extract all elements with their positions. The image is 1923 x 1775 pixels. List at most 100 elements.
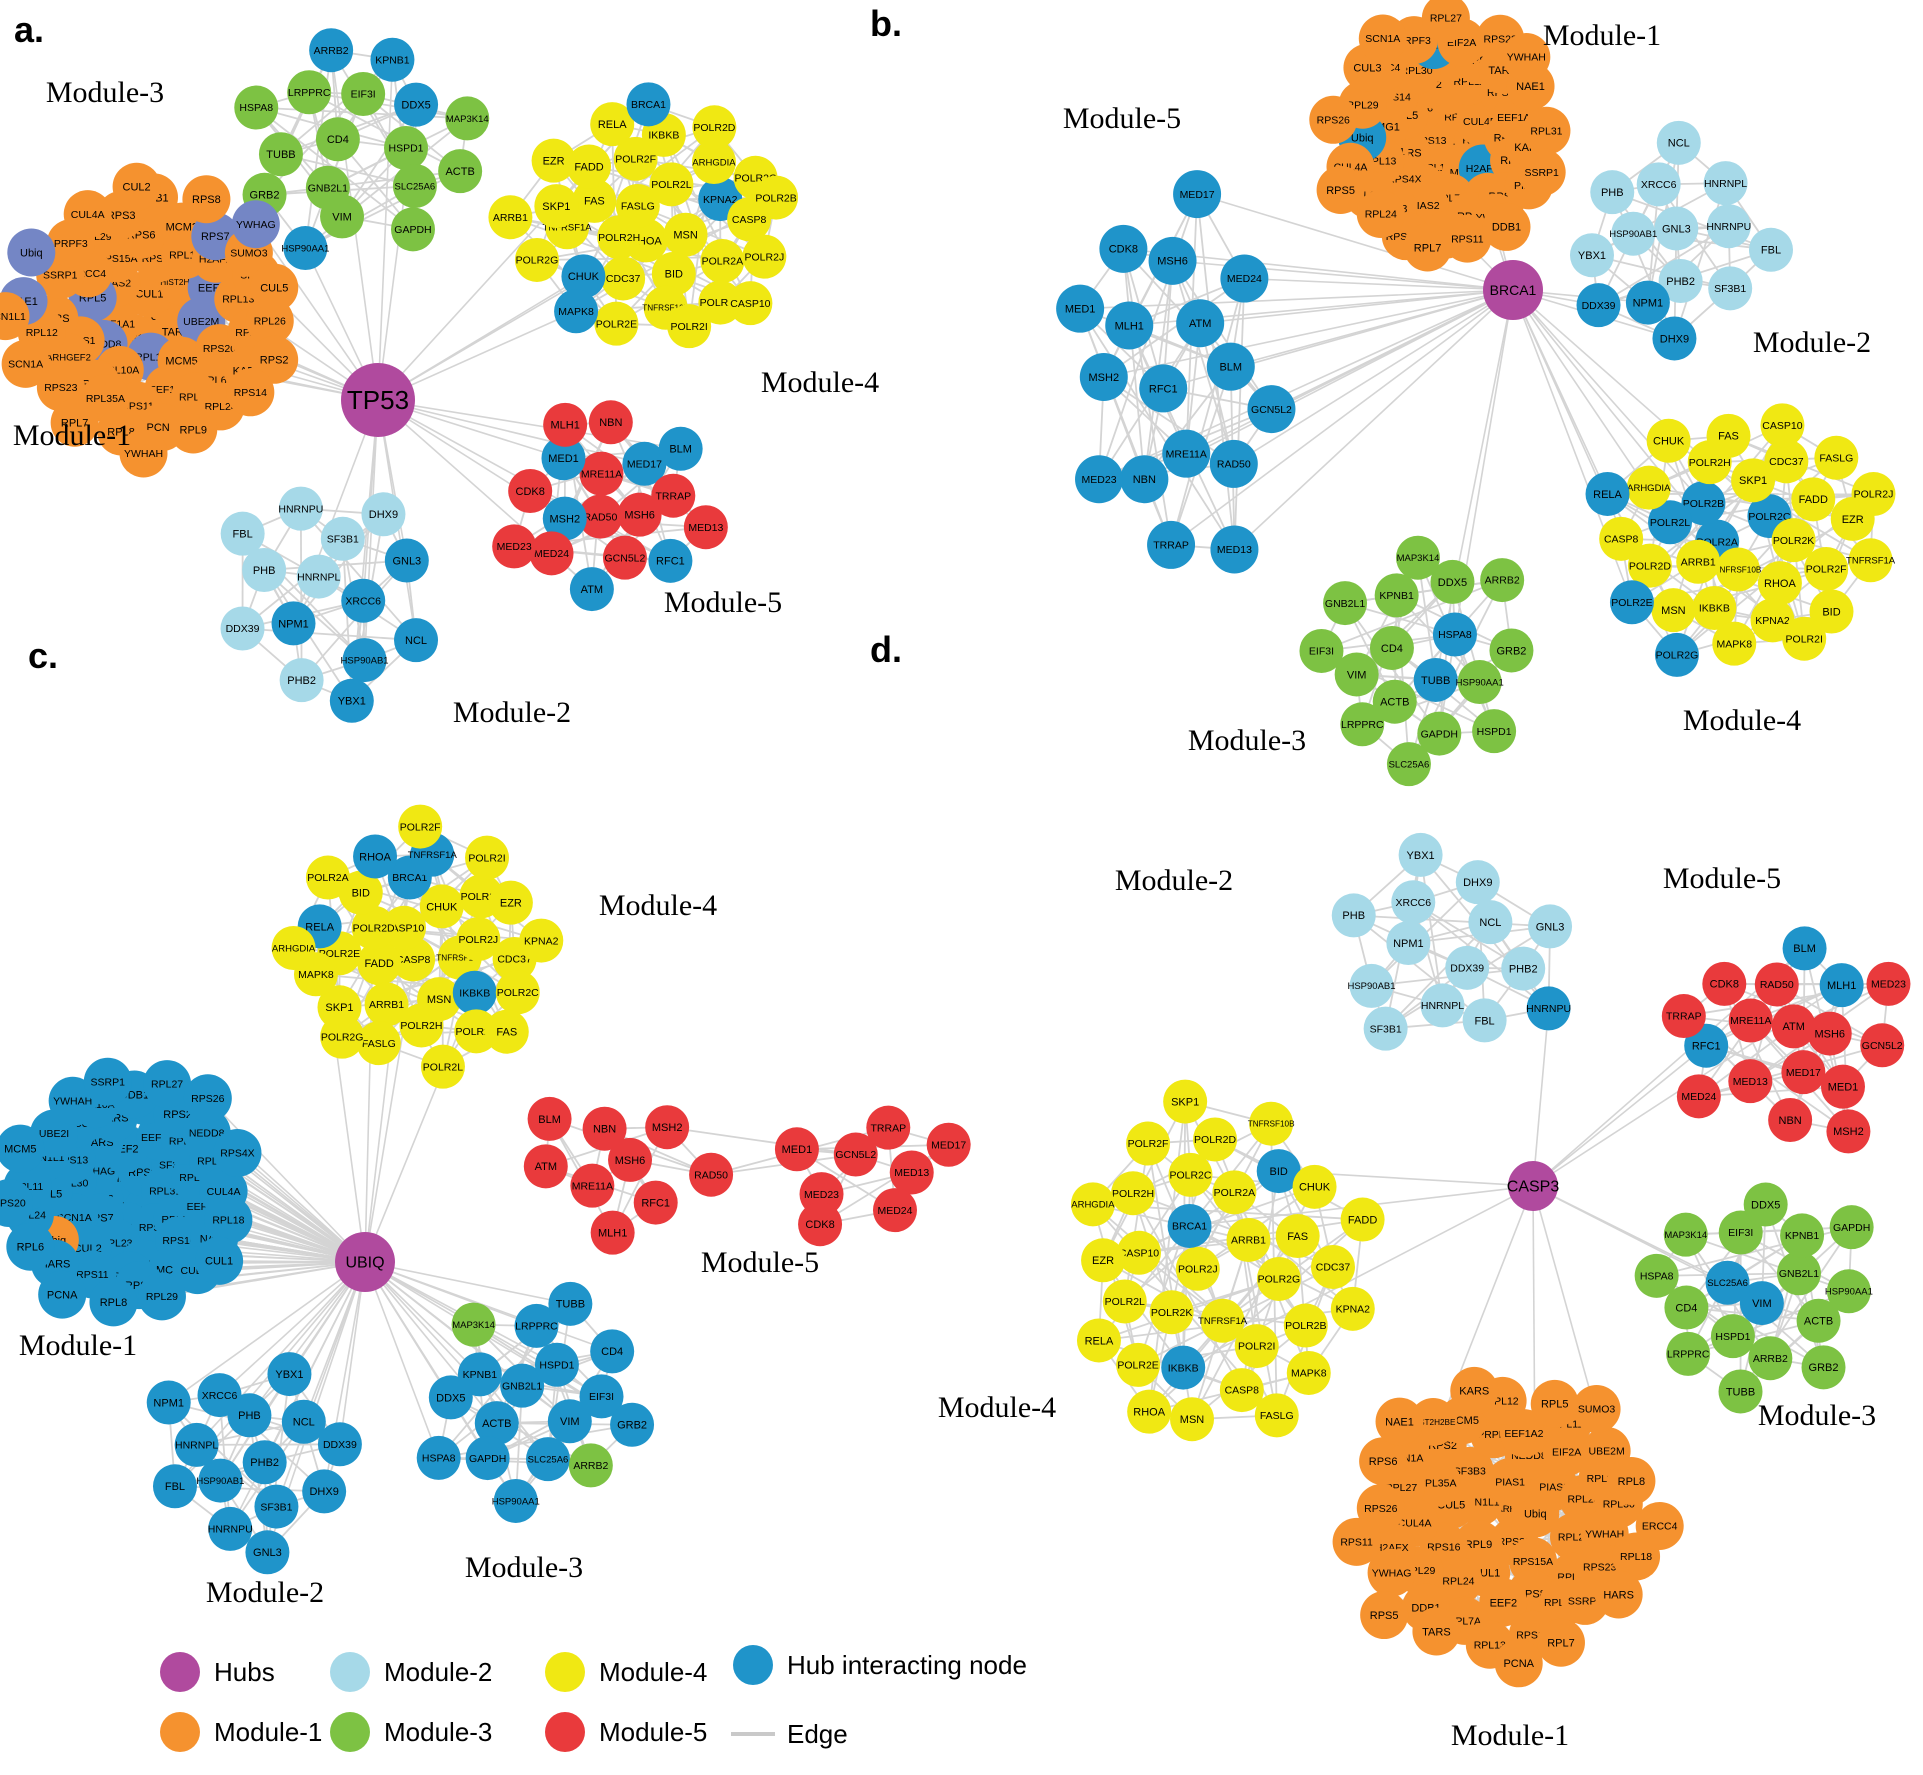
node-GNB2L1[interactable]: GNB2L1 bbox=[1776, 1251, 1821, 1296]
node-NPM1[interactable]: NPM1 bbox=[146, 1380, 191, 1425]
node-MED13[interactable]: MED13 bbox=[1210, 525, 1259, 574]
node-HSPD1[interactable]: HSPD1 bbox=[1472, 709, 1517, 754]
node-RPS14[interactable]: RPS14 bbox=[226, 368, 275, 417]
node-HNRNPL[interactable]: HNRNPL bbox=[296, 554, 341, 599]
node-GCN5L2[interactable]: GCN5L2 bbox=[1247, 385, 1296, 434]
node-GRB2[interactable]: GRB2 bbox=[610, 1402, 655, 1447]
node-GCN5L2[interactable]: GCN5L2 bbox=[1860, 1023, 1905, 1068]
node-MLH1[interactable]: MLH1 bbox=[590, 1210, 635, 1255]
node-ACTB[interactable]: ACTB bbox=[438, 149, 483, 194]
node-XRCC6[interactable]: XRCC6 bbox=[1636, 162, 1681, 207]
node-ARRB1[interactable]: ARRB1 bbox=[1676, 539, 1721, 584]
node-MSN[interactable]: MSN bbox=[1170, 1397, 1215, 1442]
node-EIF3I[interactable]: EIF3I bbox=[341, 72, 386, 117]
node-RHOA[interactable]: RHOA bbox=[353, 834, 398, 879]
node-GAPDH[interactable]: GAPDH bbox=[1829, 1205, 1874, 1250]
node-RPL24[interactable]: RPL24 bbox=[1356, 189, 1405, 238]
node-DDX39[interactable]: DDX39 bbox=[317, 1422, 362, 1467]
node-EZR[interactable]: EZR bbox=[531, 138, 576, 183]
node-RELA[interactable]: RELA bbox=[1585, 471, 1630, 516]
node-TRRAP[interactable]: TRRAP bbox=[1147, 520, 1196, 569]
node-POLR2F[interactable]: POLR2F bbox=[398, 804, 443, 849]
node-SF3B1[interactable]: SF3B1 bbox=[1708, 266, 1753, 311]
node-CDK8[interactable]: CDK8 bbox=[1099, 224, 1148, 273]
node-MED24[interactable]: MED24 bbox=[529, 531, 574, 576]
node-MAPK8[interactable]: MAPK8 bbox=[1712, 621, 1757, 666]
node-PHB2[interactable]: PHB2 bbox=[279, 658, 324, 703]
node-LRPPRC[interactable]: LRPPRC bbox=[287, 70, 332, 115]
node-MSN[interactable]: MSN bbox=[663, 212, 708, 257]
node-HARS[interactable]: HARS bbox=[1594, 1570, 1643, 1619]
node-IKBKB[interactable]: IKBKB bbox=[452, 970, 497, 1015]
node-FBL[interactable]: FBL bbox=[152, 1464, 197, 1509]
node-PHB2[interactable]: PHB2 bbox=[242, 1440, 287, 1485]
node-POLR2A[interactable]: POLR2A bbox=[700, 239, 745, 284]
node-DDX5[interactable]: DDX5 bbox=[428, 1375, 473, 1420]
node-HNRNPU[interactable]: HNRNPU bbox=[1526, 986, 1571, 1031]
node-GCN5L2[interactable]: GCN5L2 bbox=[602, 535, 647, 580]
node-NBN[interactable]: NBN bbox=[1120, 455, 1169, 504]
node-RFC1[interactable]: RFC1 bbox=[633, 1180, 678, 1225]
node-POLR2G[interactable]: POLR2G bbox=[320, 1014, 365, 1059]
node-MED1[interactable]: MED1 bbox=[1056, 284, 1105, 333]
node-XRCC6[interactable]: XRCC6 bbox=[341, 578, 386, 623]
node-POLR2G[interactable]: POLR2G bbox=[1256, 1256, 1301, 1301]
node-MAP3K14[interactable]: MAP3K14 bbox=[1395, 535, 1440, 580]
node-POLR2F[interactable]: POLR2F bbox=[1804, 546, 1849, 591]
node-MED24[interactable]: MED24 bbox=[1676, 1074, 1721, 1119]
node-BLM[interactable]: BLM bbox=[658, 426, 703, 471]
node-ARRB1[interactable]: ARRB1 bbox=[488, 195, 533, 240]
node-YBX1[interactable]: YBX1 bbox=[1398, 832, 1443, 877]
node-RPL18[interactable]: RPL18 bbox=[204, 1195, 253, 1244]
node-FASLG[interactable]: FASLG bbox=[356, 1021, 401, 1066]
node-CASP10[interactable]: CASP10 bbox=[1760, 403, 1805, 448]
node-RFC1[interactable]: RFC1 bbox=[648, 538, 693, 583]
node-POLR2G[interactable]: POLR2G bbox=[514, 237, 559, 282]
node-SCN1A[interactable]: SCN1A bbox=[1358, 14, 1407, 63]
node-YWHAG[interactable]: YWHAG bbox=[231, 200, 280, 249]
node-FADD[interactable]: FADD bbox=[1791, 477, 1836, 522]
node-MED1[interactable]: MED1 bbox=[774, 1127, 819, 1172]
node-PCNA[interactable]: PCNA bbox=[1494, 1639, 1543, 1688]
node-NPM1[interactable]: NPM1 bbox=[1625, 280, 1670, 325]
node-FAS[interactable]: FAS bbox=[1706, 413, 1751, 458]
node-POLR2B[interactable]: POLR2B bbox=[1283, 1303, 1328, 1348]
node-RPL7[interactable]: RPL7 bbox=[1403, 223, 1452, 272]
node-NBN[interactable]: NBN bbox=[582, 1106, 627, 1151]
node-KARS[interactable]: KARS bbox=[1450, 1366, 1499, 1415]
node-DDX39[interactable]: DDX39 bbox=[1576, 283, 1621, 328]
node-PCNA[interactable]: PCNA bbox=[38, 1270, 87, 1319]
node-TUBB[interactable]: TUBB bbox=[1718, 1369, 1763, 1414]
node-POLR2J[interactable]: POLR2J bbox=[1851, 472, 1896, 517]
node-MED17[interactable]: MED17 bbox=[1781, 1050, 1826, 1095]
node-RPS26[interactable]: RPS26 bbox=[1309, 95, 1358, 144]
node-DHX9[interactable]: DHX9 bbox=[302, 1469, 347, 1514]
node-MED23[interactable]: MED23 bbox=[1866, 961, 1911, 1006]
node-ATM[interactable]: ATM bbox=[1176, 299, 1225, 348]
node-MED17[interactable]: MED17 bbox=[1173, 170, 1222, 219]
node-HSPA8[interactable]: HSPA8 bbox=[1432, 612, 1477, 657]
node-MED1[interactable]: MED1 bbox=[1820, 1064, 1865, 1109]
node-SLC25A6[interactable]: SLC25A6 bbox=[1386, 742, 1431, 787]
node-LRPPRC[interactable]: LRPPRC bbox=[1666, 1331, 1711, 1376]
node-POLR2A[interactable]: POLR2A bbox=[305, 855, 350, 900]
node-MRE11A[interactable]: MRE11A bbox=[579, 451, 624, 496]
node-HSPD1[interactable]: HSPD1 bbox=[1710, 1314, 1755, 1359]
node-YBX1[interactable]: YBX1 bbox=[1569, 233, 1614, 278]
node-MSH6[interactable]: MSH6 bbox=[1148, 236, 1197, 285]
hub-node-CASP3[interactable]: CASP3 bbox=[1507, 1161, 1560, 1211]
node-POLR2E[interactable]: POLR2E bbox=[594, 301, 639, 346]
node-MLH1[interactable]: MLH1 bbox=[1105, 301, 1154, 350]
node-POLR2D[interactable]: POLR2D bbox=[1193, 1117, 1238, 1162]
node-NPM1[interactable]: NPM1 bbox=[271, 601, 316, 646]
node-POLR2J[interactable]: POLR2J bbox=[1175, 1246, 1220, 1291]
node-DDX5[interactable]: DDX5 bbox=[394, 82, 439, 127]
node-ARRB1[interactable]: ARRB1 bbox=[1226, 1217, 1271, 1262]
node-ARRB2[interactable]: ARRB2 bbox=[1748, 1336, 1793, 1381]
node-POLR2K[interactable]: POLR2K bbox=[1149, 1290, 1194, 1335]
node-SLC25A6[interactable]: SLC25A6 bbox=[392, 164, 437, 209]
node-MLH1[interactable]: MLH1 bbox=[543, 402, 588, 447]
node-HSP90AA1[interactable]: HSP90AA1 bbox=[281, 226, 329, 271]
node-MRE11A[interactable]: MRE11A bbox=[1162, 429, 1211, 478]
node-GNL3[interactable]: GNL3 bbox=[245, 1530, 290, 1575]
